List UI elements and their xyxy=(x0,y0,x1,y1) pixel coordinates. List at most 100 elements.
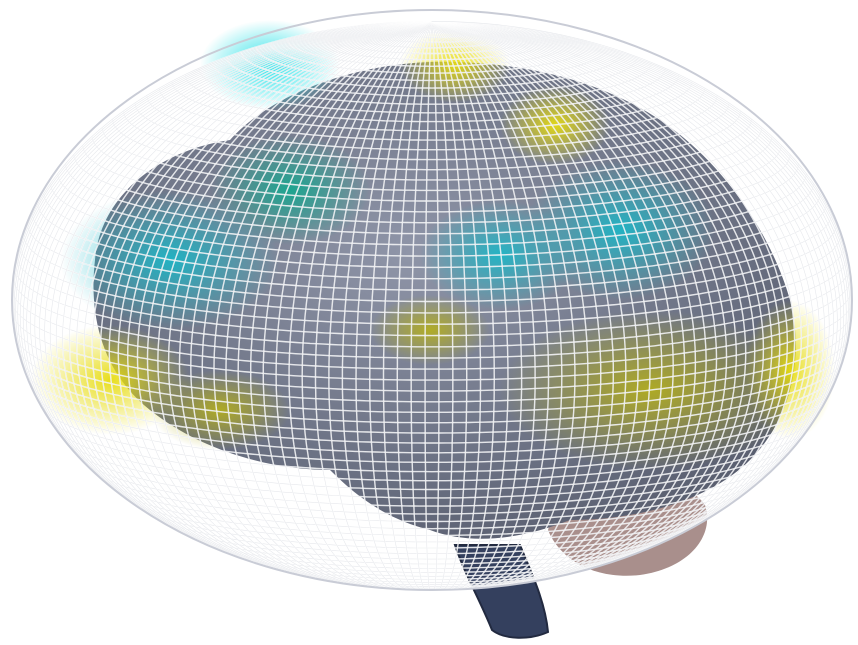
mesh-line xyxy=(262,20,433,589)
mesh-line-shadow xyxy=(27,378,837,454)
mesh-line-shadow xyxy=(142,509,722,554)
mesh-line-shadow xyxy=(127,21,433,582)
mesh-line-shadow xyxy=(431,21,576,589)
mesh-line xyxy=(25,20,433,527)
mesh-line-shadow xyxy=(431,21,834,536)
mesh-line xyxy=(431,20,781,576)
mesh-line-shadow xyxy=(157,21,433,585)
mesh-line xyxy=(49,183,815,257)
mesh-line xyxy=(19,355,845,434)
olive-region-center xyxy=(370,295,490,365)
mesh-line xyxy=(73,154,791,224)
mesh-line-shadow xyxy=(190,21,433,587)
mesh-line xyxy=(22,234,842,314)
mesh-line-shadow xyxy=(431,21,727,583)
mesh-line-shadow xyxy=(383,21,433,590)
mesh-line-shadow xyxy=(91,136,773,202)
mesh-line-shadow xyxy=(431,21,674,587)
mesh-line-shadow xyxy=(431,21,830,542)
mesh-line xyxy=(250,20,433,589)
mesh-line-shadow xyxy=(23,234,841,314)
mesh-line-shadow xyxy=(168,21,433,585)
mesh-line xyxy=(355,20,433,590)
mesh-line-shadow xyxy=(101,127,763,191)
mesh-line xyxy=(431,20,756,580)
mesh-line-shadow xyxy=(30,21,433,536)
mesh-line-shadow xyxy=(12,289,852,370)
mesh-line-shadow xyxy=(431,21,589,589)
mesh-line-shadow xyxy=(431,21,601,589)
mesh-line xyxy=(410,21,433,590)
mesh-line xyxy=(431,20,697,586)
mesh-line-shadow xyxy=(237,21,433,588)
mesh-line xyxy=(16,256,848,337)
mesh-line-shadow xyxy=(117,21,433,581)
mesh-line-shadow xyxy=(431,21,845,499)
mesh-line-shadow xyxy=(431,21,440,590)
mesh-line xyxy=(61,20,433,567)
mesh-line xyxy=(31,213,833,291)
mesh-line xyxy=(431,20,830,542)
mesh-line-shadow xyxy=(12,299,852,381)
mesh-line-shadow xyxy=(431,21,685,586)
mesh-line-shadow xyxy=(23,366,841,444)
mesh-line xyxy=(431,20,835,537)
mesh-line-shadow xyxy=(263,21,433,589)
mesh-line-shadow xyxy=(137,21,433,583)
mesh-line xyxy=(108,20,433,580)
mesh-line-shadow xyxy=(431,21,522,590)
mesh-line xyxy=(57,173,807,246)
mesh-line-shadow xyxy=(91,21,433,576)
mesh-line xyxy=(34,20,433,542)
mesh-line xyxy=(431,20,826,550)
mesh-line xyxy=(396,21,433,590)
mesh-line-shadow xyxy=(250,21,433,589)
mesh-line xyxy=(431,20,536,590)
mesh-line-shadow xyxy=(22,21,433,516)
mesh-outline xyxy=(11,9,853,591)
mesh-line xyxy=(118,492,746,543)
mesh-line-shadow xyxy=(83,21,433,575)
mesh-line xyxy=(431,20,738,582)
mesh-line xyxy=(157,20,433,585)
mesh-line xyxy=(341,20,433,590)
mesh-line-shadow xyxy=(55,21,433,563)
mesh-line-shadow xyxy=(431,21,847,481)
mesh-line xyxy=(82,145,782,213)
mesh-line xyxy=(146,95,718,151)
mesh-line-shadow xyxy=(85,463,779,522)
mesh-line xyxy=(38,20,433,550)
mesh-line xyxy=(12,321,852,403)
mesh-line xyxy=(178,20,433,587)
mesh-line xyxy=(431,20,614,589)
mesh-line-shadow xyxy=(431,21,838,526)
mesh-line-shadow xyxy=(225,21,433,588)
mesh-line-shadow xyxy=(342,21,433,590)
mesh-line-shadow xyxy=(76,453,788,515)
mesh-line-shadow xyxy=(315,21,433,590)
mesh-line xyxy=(122,110,742,171)
mesh-line xyxy=(431,20,848,481)
mesh-line xyxy=(51,422,813,491)
mesh-line xyxy=(22,20,433,516)
mesh-line-shadow xyxy=(431,21,696,585)
mesh-line-shadow xyxy=(431,21,781,575)
mesh-line-shadow xyxy=(431,21,717,584)
mesh-line xyxy=(19,20,433,499)
mesh-line xyxy=(126,20,433,582)
mesh-line xyxy=(91,136,773,202)
mesh-line xyxy=(146,20,433,584)
mesh-line xyxy=(83,20,433,576)
mesh-line xyxy=(23,366,841,444)
mesh-line-shadow xyxy=(431,21,536,590)
mesh-line xyxy=(431,21,440,590)
mesh-line xyxy=(275,20,433,590)
mesh-line xyxy=(431,20,728,583)
mesh-line xyxy=(27,224,837,303)
mesh-line-shadow xyxy=(50,183,814,257)
mesh-line xyxy=(14,332,850,413)
mesh-line xyxy=(431,20,718,584)
mesh-line xyxy=(117,20,433,582)
mesh-line-shadow xyxy=(328,21,433,590)
mesh-line-shadow xyxy=(431,21,627,588)
